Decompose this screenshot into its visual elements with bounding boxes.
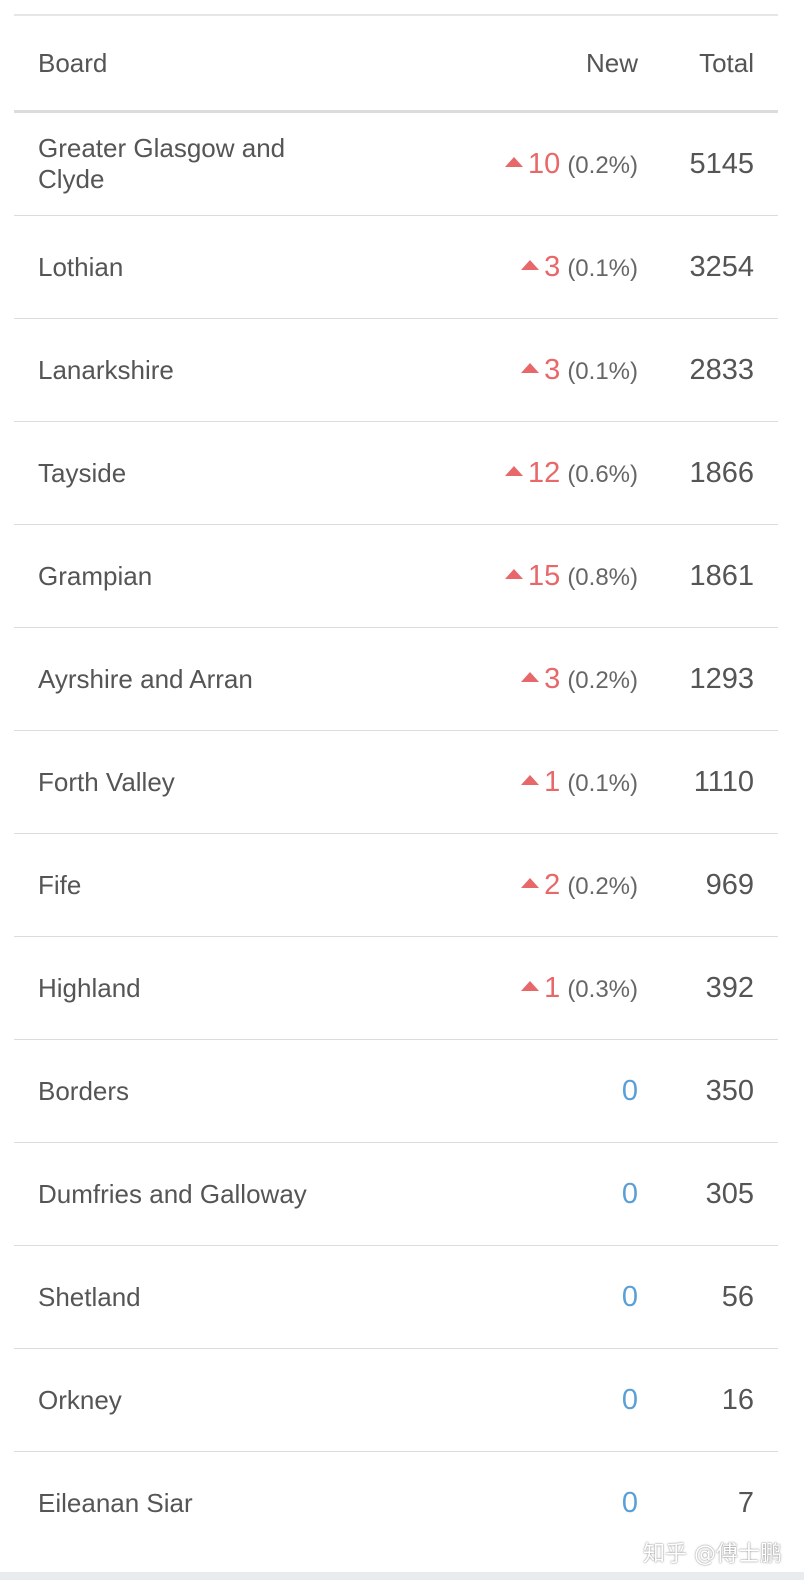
triangle-up-icon bbox=[521, 362, 540, 373]
board-name: Fife bbox=[38, 869, 82, 900]
triangle-up-icon bbox=[521, 877, 540, 888]
new-cases-value: 10 bbox=[528, 147, 561, 180]
new-cases-percent: (0.2%) bbox=[567, 872, 638, 900]
triangle-up-icon bbox=[505, 465, 524, 476]
board-cases-table: Board New Total Greater Glasgow and Clyd… bbox=[14, 14, 778, 1554]
new-cases-cell: 3 (0.1%) bbox=[338, 251, 638, 284]
board-name: Greater Glasgow and Clyde bbox=[38, 133, 286, 194]
triangle-up-icon bbox=[521, 259, 540, 270]
new-cases-value: 1 bbox=[544, 971, 561, 1004]
triangle-up-icon bbox=[505, 156, 524, 167]
table-row: Lanarkshire 3 (0.1%) 2833 bbox=[14, 319, 778, 422]
new-cases-cell: 0 bbox=[338, 1178, 638, 1211]
header-total: Total bbox=[699, 47, 754, 78]
new-cases-percent: (0.8%) bbox=[567, 563, 638, 591]
new-cases-cell: 0 bbox=[338, 1487, 638, 1520]
board-name: Lanarkshire bbox=[38, 354, 174, 385]
new-cases-value: 0 bbox=[621, 1280, 638, 1313]
table-row: Dumfries and Galloway 0 305 bbox=[14, 1143, 778, 1246]
table-row: Tayside 12 (0.6%) 1866 bbox=[14, 422, 778, 525]
total-cases-value: 305 bbox=[705, 1177, 754, 1210]
board-name: Highland bbox=[38, 972, 141, 1003]
total-cases-value: 1110 bbox=[693, 765, 754, 798]
new-cases-cell: 0 bbox=[338, 1075, 638, 1108]
board-name: Ayrshire and Arran bbox=[38, 663, 253, 694]
table-row: Lothian 3 (0.1%) 3254 bbox=[14, 216, 778, 319]
board-name: Dumfries and Galloway bbox=[38, 1178, 307, 1209]
new-cases-cell: 1 (0.3%) bbox=[338, 972, 638, 1005]
table-row: Highland 1 (0.3%) 392 bbox=[14, 937, 778, 1040]
new-cases-percent: (0.2%) bbox=[567, 666, 638, 694]
total-cases-value: 1293 bbox=[689, 662, 754, 695]
total-cases-value: 969 bbox=[705, 868, 754, 901]
total-cases-value: 16 bbox=[721, 1383, 754, 1416]
triangle-up-icon bbox=[521, 774, 540, 785]
new-cases-value: 0 bbox=[621, 1074, 638, 1107]
triangle-up-icon bbox=[505, 568, 524, 579]
new-cases-percent: (0.2%) bbox=[567, 151, 638, 179]
new-cases-percent: (0.1%) bbox=[567, 769, 638, 797]
table-row: Eileanan Siar 0 7 bbox=[14, 1452, 778, 1554]
total-cases-value: 3254 bbox=[689, 250, 754, 283]
total-cases-value: 1861 bbox=[689, 559, 754, 592]
total-cases-value: 56 bbox=[721, 1280, 754, 1313]
new-cases-cell: 12 (0.6%) bbox=[338, 457, 638, 490]
table-top-rule bbox=[14, 14, 778, 16]
new-cases-percent: (0.3%) bbox=[567, 975, 638, 1003]
new-cases-percent: (0.1%) bbox=[567, 254, 638, 282]
board-name: Borders bbox=[38, 1075, 130, 1106]
triangle-up-icon bbox=[521, 980, 540, 991]
triangle-up-icon bbox=[521, 671, 540, 682]
table-row: Forth Valley 1 (0.1%) 1110 bbox=[14, 731, 778, 834]
table-row: Grampian 15 (0.8%) 1861 bbox=[14, 525, 778, 628]
new-cases-cell: 3 (0.2%) bbox=[338, 663, 638, 696]
bottom-bar bbox=[0, 1572, 804, 1580]
new-cases-value: 3 bbox=[544, 662, 561, 695]
table-body: Greater Glasgow and Clyde 10 (0.2%) 5145 Lot… bbox=[14, 113, 778, 1554]
header-new: New bbox=[585, 47, 638, 78]
new-cases-cell: 2 (0.2%) bbox=[338, 869, 638, 902]
table-row: Greater Glasgow and Clyde 10 (0.2%) 5145 bbox=[14, 113, 778, 216]
new-cases-percent: (0.1%) bbox=[567, 357, 638, 385]
new-cases-value: 15 bbox=[528, 559, 561, 592]
new-cases-value: 1 bbox=[544, 765, 561, 798]
new-cases-value: 0 bbox=[621, 1486, 638, 1519]
total-cases-value: 5145 bbox=[689, 147, 754, 180]
total-cases-value: 392 bbox=[705, 971, 754, 1004]
total-cases-value: 350 bbox=[705, 1074, 754, 1107]
new-cases-cell: 15 (0.8%) bbox=[338, 560, 638, 593]
new-cases-cell: 0 bbox=[338, 1281, 638, 1314]
new-cases-value: 12 bbox=[528, 456, 561, 489]
table-row: Shetland 0 56 bbox=[14, 1246, 778, 1349]
board-name: Tayside bbox=[38, 457, 127, 488]
table-header-row: Board New Total bbox=[14, 16, 778, 113]
new-cases-value: 3 bbox=[544, 250, 561, 283]
new-cases-cell: 1 (0.1%) bbox=[338, 766, 638, 799]
new-cases-cell: 10 (0.2%) bbox=[338, 148, 638, 181]
new-cases-value: 2 bbox=[544, 868, 561, 901]
table-row: Borders 0 350 bbox=[14, 1040, 778, 1143]
header-board: Board bbox=[38, 47, 108, 78]
table-row: Orkney 0 16 bbox=[14, 1349, 778, 1452]
total-cases-value: 2833 bbox=[689, 353, 754, 386]
board-name: Forth Valley bbox=[38, 766, 175, 797]
total-cases-value: 7 bbox=[737, 1486, 754, 1519]
board-name: Lothian bbox=[38, 251, 124, 282]
table-row: Ayrshire and Arran 3 (0.2%) 1293 bbox=[14, 628, 778, 731]
board-name: Orkney bbox=[38, 1384, 122, 1415]
total-cases-value: 1866 bbox=[689, 456, 754, 489]
table-row: Fife 2 (0.2%) 969 bbox=[14, 834, 778, 937]
new-cases-value: 0 bbox=[621, 1177, 638, 1210]
new-cases-cell: 3 (0.1%) bbox=[338, 354, 638, 387]
board-name: Grampian bbox=[38, 560, 153, 591]
new-cases-value: 3 bbox=[544, 353, 561, 386]
new-cases-cell: 0 bbox=[338, 1384, 638, 1417]
watermark: 知乎 @傅士鹏 bbox=[643, 1542, 782, 1567]
new-cases-percent: (0.6%) bbox=[567, 460, 638, 488]
board-name: Eileanan Siar bbox=[38, 1487, 193, 1518]
new-cases-value: 0 bbox=[621, 1383, 638, 1416]
board-name: Shetland bbox=[38, 1281, 141, 1312]
